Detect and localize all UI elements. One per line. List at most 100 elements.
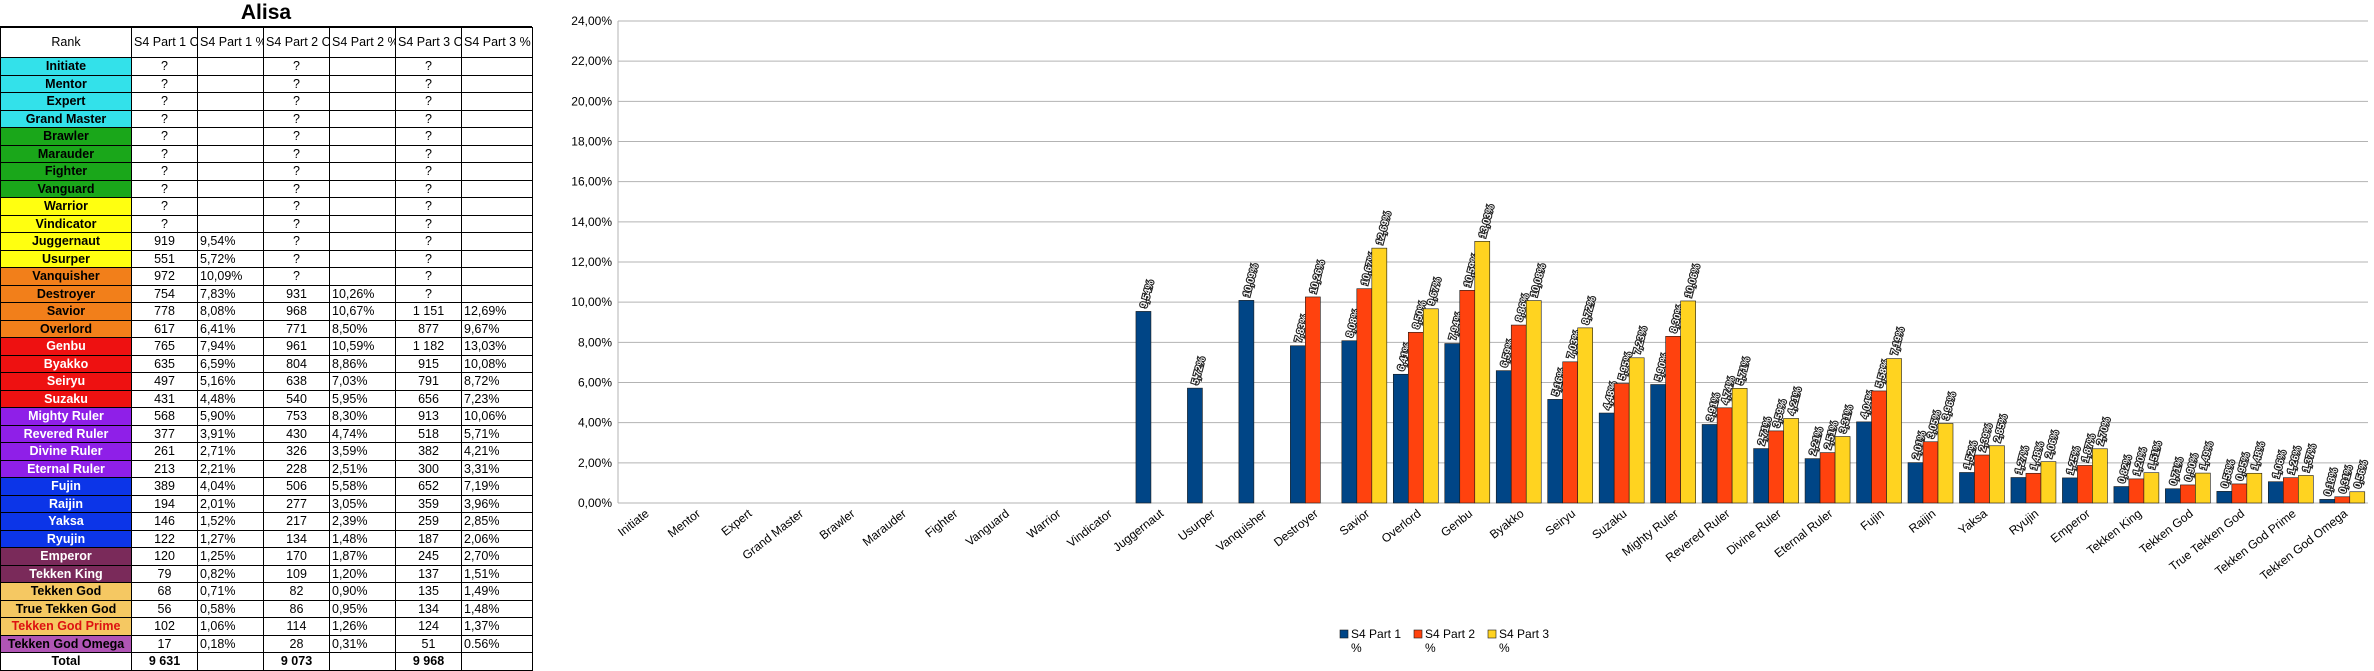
bar <box>1783 418 1799 504</box>
bar <box>1238 300 1255 504</box>
value-cell: 1 182 <box>395 337 462 356</box>
value-cell <box>197 127 264 146</box>
value-cell: 8,72% <box>461 372 533 391</box>
value-cell: 4,04% <box>197 477 264 496</box>
table-row: Divine Ruler 261 2,71% 326 3,59% 382 4,21% <box>0 442 533 461</box>
value-cell: ? <box>131 57 198 76</box>
value-cell: ? <box>395 232 462 251</box>
value-cell: 3,59% <box>329 442 396 461</box>
rank-cell: Mighty Ruler <box>0 407 132 426</box>
bar <box>1871 390 1887 504</box>
value-cell: 5,16% <box>197 372 264 391</box>
rank-cell: Destroyer <box>0 284 132 303</box>
rank-cell: Savior <box>0 302 132 321</box>
value-cell: 300 <box>395 459 462 478</box>
value-cell: 7,03% <box>329 372 396 391</box>
value-cell: ? <box>131 162 198 181</box>
value-cell: 765 <box>131 337 198 356</box>
value-cell: 1,48% <box>461 599 533 618</box>
rank-cell: Genbu <box>0 337 132 356</box>
x-tick-label: Juggernaut <box>1110 506 1166 554</box>
value-cell: ? <box>263 249 330 268</box>
value-cell: ? <box>263 197 330 216</box>
y-tick-label: 6,00% <box>578 376 612 390</box>
bar <box>1922 441 1939 504</box>
value-cell: ? <box>263 127 330 146</box>
value-cell: 540 <box>263 389 330 408</box>
rank-cell: Yaksa <box>0 512 132 531</box>
total-cell <box>197 652 264 671</box>
rank-cell: Raijin <box>0 494 132 513</box>
value-cell: 277 <box>263 494 330 513</box>
header-p3-pct: S4 Part 3 % <box>461 27 533 58</box>
value-cell <box>461 144 533 163</box>
value-cell: 877 <box>395 319 462 338</box>
rank-cell: True Tekken God <box>0 599 132 618</box>
bar <box>1731 388 1748 504</box>
value-cell: 261 <box>131 442 198 461</box>
rank-table-panel: Alisa Rank S4 Part 1 Count S4 Part 1 % S… <box>0 0 533 671</box>
value-cell: ? <box>131 144 198 163</box>
y-tick-label: 4,00% <box>578 416 612 430</box>
value-cell: 1,27% <box>197 529 264 548</box>
value-cell: 0,90% <box>329 582 396 601</box>
value-cell: 568 <box>131 407 198 426</box>
value-cell: 13,03% <box>461 337 533 356</box>
bar <box>2128 478 2145 504</box>
legend-label: S4 Part 3% <box>1499 627 1549 655</box>
bar <box>1613 383 1630 504</box>
rank-cell: Eternal Ruler <box>0 459 132 478</box>
value-cell: 931 <box>263 284 330 303</box>
value-cell: ? <box>395 284 462 303</box>
table-row: Eternal Ruler 213 2,21% 228 2,51% 300 3,31% <box>0 459 533 478</box>
total-cell: 9 968 <box>395 652 462 671</box>
value-cell <box>329 267 396 286</box>
table-row: Genbu 765 7,94% 961 10,59% 1 182 13,03% <box>0 337 533 356</box>
x-tick-label: Mentor <box>665 506 703 540</box>
y-tick-label: 0,00% <box>578 496 612 510</box>
value-cell <box>329 127 396 146</box>
x-tick-label: Tekken God Omega <box>2257 506 2350 583</box>
value-cell: 0,31% <box>329 634 396 653</box>
x-tick-label: Tekken King <box>2084 506 2144 557</box>
value-cell <box>329 92 396 111</box>
value-cell: 245 <box>395 547 462 566</box>
value-cell: 972 <box>131 267 198 286</box>
bar <box>1856 421 1872 504</box>
rank-cell: Vanguard <box>0 179 132 198</box>
value-cell: 51 <box>395 634 462 653</box>
value-cell <box>461 249 533 268</box>
bar <box>2025 472 2042 504</box>
value-cell: 326 <box>263 442 330 461</box>
bar <box>2349 491 2366 504</box>
table-row: Tekken King 79 0,82% 109 1,20% 137 1,51% <box>0 564 533 583</box>
value-cell: 10,26% <box>329 284 396 303</box>
value-cell: 389 <box>131 477 198 496</box>
value-cell <box>197 57 264 76</box>
bar <box>1834 436 1851 504</box>
bar <box>1665 336 1681 504</box>
header-p2-pct: S4 Part 2 % <box>329 27 396 58</box>
x-tick-label: Brawler <box>817 506 858 542</box>
value-cell <box>197 144 264 163</box>
value-cell: ? <box>263 74 330 93</box>
value-cell: 635 <box>131 354 198 373</box>
bar <box>1768 430 1784 504</box>
bar <box>2267 481 2284 504</box>
table-row: Tekken God Omega 17 0,18% 28 0,31% 51 0.56% <box>0 634 533 653</box>
x-tick-label: Warrior <box>1024 506 1063 541</box>
total-cell: 9 073 <box>263 652 330 671</box>
value-cell: 6,59% <box>197 354 264 373</box>
value-cell: 0,58% <box>197 599 264 618</box>
value-cell <box>197 179 264 198</box>
header-p2-count: S4 Part 2 Count <box>263 27 330 58</box>
value-cell: ? <box>131 179 198 198</box>
value-cell: 12,69% <box>461 302 533 321</box>
value-cell <box>461 197 533 216</box>
value-cell: 10,59% <box>329 337 396 356</box>
rank-cell: Initiate <box>0 57 132 76</box>
bar <box>1562 361 1579 504</box>
header-p1-pct: S4 Part 1 % <box>197 27 264 58</box>
value-cell: 753 <box>263 407 330 426</box>
value-cell: 1,26% <box>329 617 396 636</box>
